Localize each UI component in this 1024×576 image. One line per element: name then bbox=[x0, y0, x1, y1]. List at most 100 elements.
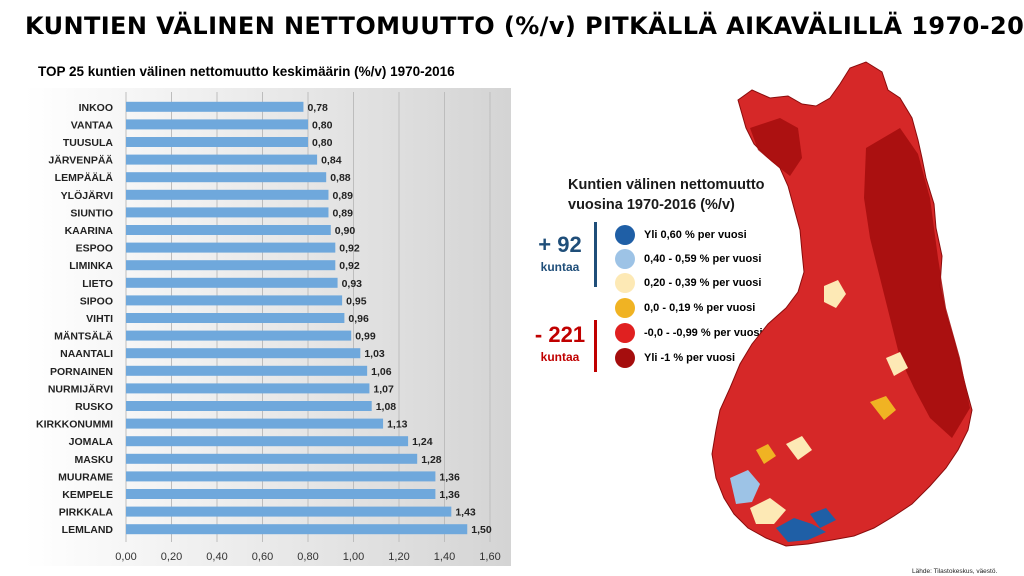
chart-title: TOP 25 kuntien välinen nettomuutto keski… bbox=[38, 64, 455, 79]
legend-item-1: 0,40 - 0,59 % per vuosi bbox=[615, 248, 761, 270]
category-label-23: PIRKKALA bbox=[59, 507, 114, 519]
negative-count-value: - 221 bbox=[534, 322, 586, 347]
value-label-6: 0,89 bbox=[332, 207, 353, 219]
category-label-17: RUSKO bbox=[75, 401, 113, 413]
value-label-7: 0,90 bbox=[335, 225, 356, 237]
positive-divider bbox=[594, 222, 597, 287]
negative-count-unit: kuntaa bbox=[540, 350, 580, 364]
map-region-helsinki-blue bbox=[810, 508, 836, 528]
category-label-5: YLÖJÄRVI bbox=[61, 189, 113, 202]
map-region-south-pale bbox=[750, 498, 786, 524]
bar-23 bbox=[126, 506, 452, 517]
bar-24 bbox=[126, 524, 468, 535]
legend-item-4: -0,0 - -0,99 % per vuosi bbox=[615, 322, 763, 344]
category-label-13: MÄNTSÄLÄ bbox=[54, 330, 113, 343]
bar-9 bbox=[126, 260, 336, 271]
category-label-16: NURMIJÄRVI bbox=[48, 382, 113, 395]
category-label-0: INKOO bbox=[79, 102, 113, 114]
value-label-15: 1,06 bbox=[371, 366, 392, 378]
category-label-7: KAARINA bbox=[65, 225, 114, 237]
map-region-southwest-light bbox=[730, 470, 760, 504]
bar-8 bbox=[126, 242, 336, 253]
bar-15 bbox=[126, 365, 368, 376]
legend-title: Kuntien välinen nettomuutto vuosina 1970… bbox=[568, 175, 765, 215]
legend-color-1-icon bbox=[615, 249, 635, 269]
value-label-9: 0,92 bbox=[339, 260, 360, 272]
legend-label-5: Yli -1 % per vuosi bbox=[644, 352, 736, 364]
legend-label-0: Yli 0,60 % per vuosi bbox=[644, 229, 747, 241]
plot-area bbox=[25, 88, 511, 566]
bar-7 bbox=[126, 225, 331, 235]
x-tick-label-6: 1,20 bbox=[388, 551, 409, 563]
bar-19 bbox=[126, 436, 409, 447]
finland-map bbox=[711, 61, 973, 547]
value-label-5: 0,89 bbox=[332, 190, 353, 202]
legend-color-3-icon bbox=[615, 298, 635, 318]
category-label-8: ESPOO bbox=[76, 243, 113, 255]
category-label-20: MASKU bbox=[75, 454, 114, 466]
bar-14 bbox=[126, 348, 361, 359]
category-label-9: LIMINKA bbox=[69, 260, 113, 272]
positive-count-value: + 92 bbox=[538, 232, 582, 257]
category-label-18: KIRKKONUMMI bbox=[36, 419, 113, 431]
positive-count-unit: kuntaa bbox=[540, 260, 580, 274]
legend-item-2: 0,20 - 0,39 % per vuosi bbox=[615, 272, 761, 294]
bar-2 bbox=[126, 137, 308, 147]
x-tick-label-4: 0,80 bbox=[297, 551, 318, 563]
x-tick-label-1: 0,20 bbox=[161, 551, 182, 563]
value-label-0: 0,78 bbox=[307, 102, 328, 114]
legend-label-1: 0,40 - 0,59 % per vuosi bbox=[644, 253, 762, 265]
bar-1 bbox=[126, 119, 308, 130]
legend-item-5: Yli -1 % per vuosi bbox=[615, 347, 735, 369]
map-region-south-blue bbox=[776, 518, 826, 542]
value-label-8: 0,92 bbox=[339, 243, 360, 255]
category-label-1: VANTAA bbox=[71, 119, 114, 131]
value-label-21: 1,36 bbox=[439, 471, 460, 483]
x-tick-label-3: 0,60 bbox=[252, 551, 273, 563]
map-region-kuopio-pale bbox=[886, 352, 908, 376]
bar-10 bbox=[126, 277, 338, 288]
legend-label-4: -0,0 - -0,99 % per vuosi bbox=[644, 327, 763, 339]
value-label-19: 1,24 bbox=[412, 436, 433, 448]
x-tick-label-0: 0,00 bbox=[115, 551, 136, 563]
bar-3 bbox=[126, 154, 318, 165]
value-label-17: 1,08 bbox=[376, 401, 397, 413]
category-label-6: SIUNTIO bbox=[70, 207, 113, 219]
legend-item-3: 0,0 - 0,19 % per vuosi bbox=[615, 297, 755, 319]
value-label-13: 0,99 bbox=[355, 331, 376, 343]
map-region-oulu-pale bbox=[824, 280, 846, 308]
category-label-11: SIPOO bbox=[80, 295, 113, 307]
value-label-16: 1,07 bbox=[373, 383, 394, 395]
bar-17 bbox=[126, 401, 372, 411]
value-label-10: 0,93 bbox=[342, 278, 363, 290]
category-label-15: PORNAINEN bbox=[50, 366, 113, 378]
category-label-2: TUUSULA bbox=[63, 137, 114, 149]
value-label-23: 1,43 bbox=[455, 507, 476, 519]
bar-0 bbox=[126, 101, 304, 112]
legend-color-2-icon bbox=[615, 273, 635, 293]
bar-chart: INKOO 0,78 VANTAA 0,80 TUUSULA 0,80 JÄRVENPÄÄ 0… bbox=[25, 88, 511, 566]
value-label-4: 0,88 bbox=[330, 172, 351, 184]
category-label-3: JÄRVENPÄÄ bbox=[48, 154, 113, 167]
negative-divider bbox=[594, 320, 597, 372]
legend-color-4-icon bbox=[615, 323, 635, 343]
category-label-24: LEMLAND bbox=[62, 524, 114, 536]
page-title: KUNTIEN VÄLINEN NETTOMUUTTO (%/v) PITKÄL… bbox=[25, 12, 1024, 40]
x-tick-label-5: 1,00 bbox=[343, 551, 364, 563]
value-label-11: 0,95 bbox=[346, 295, 367, 307]
category-label-19: JOMALA bbox=[69, 436, 114, 448]
x-tick-label-7: 1,40 bbox=[434, 551, 455, 563]
legend-label-3: 0,0 - 0,19 % per vuosi bbox=[644, 302, 756, 314]
bar-20 bbox=[126, 453, 418, 464]
category-label-4: LEMPÄÄLÄ bbox=[55, 171, 114, 184]
bar-5 bbox=[126, 189, 329, 200]
value-label-24: 1,50 bbox=[471, 524, 492, 536]
category-label-14: NAANTALI bbox=[60, 348, 113, 360]
value-label-3: 0,84 bbox=[321, 155, 342, 167]
bar-18 bbox=[126, 418, 384, 429]
positive-count: + 92 kuntaa bbox=[530, 232, 590, 274]
category-label-21: MUURAME bbox=[58, 471, 113, 483]
bar-22 bbox=[126, 489, 436, 499]
value-label-1: 0,80 bbox=[312, 119, 333, 131]
value-label-22: 1,36 bbox=[439, 489, 460, 501]
